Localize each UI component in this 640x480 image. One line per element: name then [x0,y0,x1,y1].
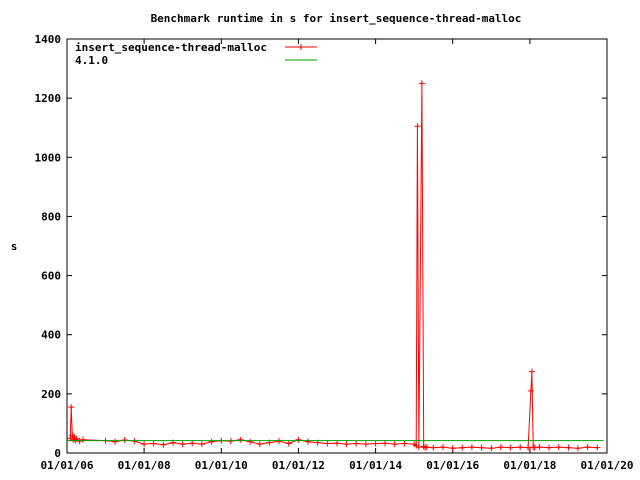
x-tick-label: 01/01/10 [195,459,248,472]
data-point [478,444,485,451]
data-point [439,444,446,451]
data-point [208,438,215,445]
data-point [574,445,581,452]
x-tick-label: 01/01/08 [118,459,171,472]
data-point [237,436,244,443]
y-tick-label: 400 [41,329,61,342]
series-layer [67,80,604,452]
x-tick-label: 01/01/20 [581,459,634,472]
data-point [353,440,360,447]
data-point [531,444,538,451]
data-point [594,444,601,451]
x-tick-label: 01/01/16 [426,459,479,472]
data-point [179,441,186,448]
y-tick-label: 200 [41,388,61,401]
data-point [415,444,422,451]
data-point [488,445,495,452]
data-point [584,444,591,451]
data-point [420,443,427,450]
data-point [468,444,475,451]
series-line-0 [69,83,598,449]
data-point [449,445,456,452]
chart-title: Benchmark runtime in s for insert_sequen… [151,12,522,25]
data-point [343,441,350,448]
data-point [430,444,437,451]
data-point [413,442,420,449]
data-point [536,444,543,451]
data-point [459,444,466,451]
x-tick-label: 01/01/14 [349,459,402,472]
data-point [525,444,532,451]
data-point [160,441,167,448]
legend-marker-0 [298,44,304,50]
data-point [565,444,572,451]
data-point [528,368,535,375]
y-tick-label: 800 [41,210,61,223]
x-tick-label: 01/01/12 [272,459,325,472]
data-point [418,80,425,87]
data-point [150,440,157,447]
x-tick-label: 01/01/18 [503,459,556,472]
data-point [401,440,408,447]
data-point [121,436,128,443]
data-point [527,387,534,394]
data-point [382,440,389,447]
legend-label-0: insert_sequence-thread-malloc [75,41,267,54]
data-point [256,441,263,448]
plot-area-border [66,38,608,454]
data-point [68,404,75,411]
legend-label-1: 4.1.0 [75,54,108,67]
data-point [391,441,398,448]
data-point [227,438,234,445]
data-point [414,123,421,130]
data-point [189,440,196,447]
data-point [530,444,537,451]
y-tick-label: 1200 [35,92,62,105]
data-point [79,436,86,443]
data-point [295,436,302,443]
data-point [324,440,331,447]
y-tick-label: 0 [54,447,61,460]
data-point [112,438,119,445]
data-point [423,444,430,451]
data-point [247,438,254,445]
y-tick-label: 1000 [35,151,62,164]
data-point [334,440,341,447]
data-point [497,444,504,451]
data-point [362,441,369,448]
data-point [76,438,83,445]
data-point [372,440,379,447]
data-point [131,438,138,445]
data-point [305,438,312,445]
data-point [285,440,292,447]
data-point [198,441,205,448]
data-point [546,444,553,451]
y-tick-label: 600 [41,270,61,283]
data-point [507,444,514,451]
x-tick-label: 01/01/06 [41,459,94,472]
data-point [517,444,524,451]
data-point [555,444,562,451]
y-tick-label: 1400 [35,33,62,46]
y-axis-label: s [11,240,18,253]
data-point [275,438,282,445]
data-point [141,441,148,448]
axes: 0 200 400 600 800 1000 1200 1400 01/01/06 01/01/0… [35,33,634,472]
